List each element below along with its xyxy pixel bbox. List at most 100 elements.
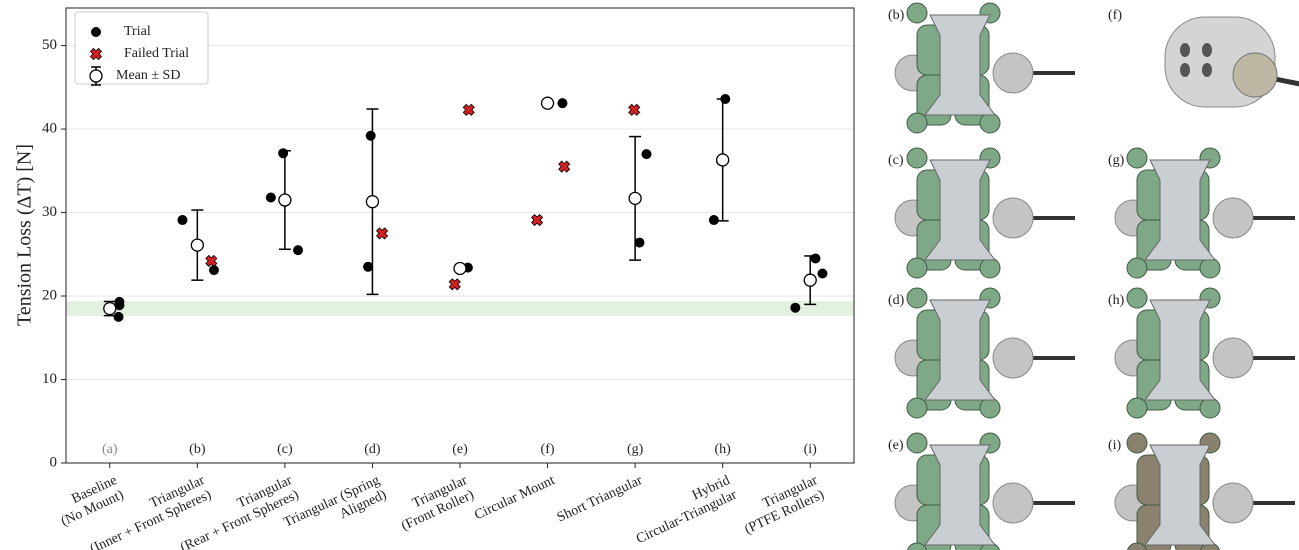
render-label: (h) <box>1108 293 1125 308</box>
failed-point <box>449 279 460 290</box>
x-tick-label: Triangular (SpringAligned) <box>281 473 389 545</box>
trial-point <box>366 131 376 141</box>
trial-point <box>278 148 288 158</box>
sphere <box>1213 198 1253 238</box>
y-tick-label: 20 <box>42 287 57 303</box>
trial-point <box>641 149 651 159</box>
category-tag: (c) <box>277 442 293 457</box>
trial-point <box>634 238 644 248</box>
trial-point <box>266 193 276 203</box>
render <box>1115 148 1295 278</box>
page: Tension Loss (ΔT) [N] 01020304050(a)Base… <box>0 0 1299 550</box>
hole <box>1202 63 1212 77</box>
trial-point <box>790 303 800 313</box>
render <box>895 148 1075 278</box>
sphere <box>993 483 1033 523</box>
x-tick-label: HybridCircular-Triangular <box>627 473 739 547</box>
x-tick-group: Triangular(PTFE Rollers) <box>736 473 827 538</box>
trial-point <box>293 245 303 255</box>
wheel <box>1127 258 1147 278</box>
render-label: (g) <box>1108 153 1125 168</box>
mean-point <box>191 239 203 251</box>
mean-point <box>542 97 554 109</box>
x-tick-group: Circular Mount <box>472 473 557 523</box>
chart: Tension Loss (ΔT) [N] 01020304050(a)Base… <box>0 0 1299 550</box>
mean-point <box>454 262 466 274</box>
y-tick-label: 10 <box>42 371 57 387</box>
wheel <box>907 288 927 308</box>
hole <box>1180 43 1190 57</box>
render-label: (d) <box>888 293 905 308</box>
render <box>1165 17 1299 107</box>
x-tick-label: Short Triangular <box>555 473 645 526</box>
wheel <box>1127 288 1147 308</box>
category-tag: (g) <box>627 442 644 457</box>
trial-point <box>810 253 820 263</box>
trial-point <box>709 215 719 225</box>
y-tick-label: 40 <box>42 120 57 136</box>
category-tag: (a) <box>102 442 118 457</box>
hole <box>1202 43 1212 57</box>
render <box>895 288 1075 418</box>
sphere <box>1233 53 1277 97</box>
trial-point <box>114 312 124 322</box>
render-label: (f) <box>1108 8 1122 23</box>
x-tick-group: Triangular(Front Roller) <box>393 473 477 534</box>
x-tick-group: Short Triangular <box>555 473 645 526</box>
category-tag: (e) <box>452 442 468 457</box>
wheel <box>907 148 927 168</box>
wheel <box>980 113 1000 133</box>
category-tag: (b) <box>189 442 206 457</box>
render-label: (i) <box>1108 438 1122 453</box>
y-tick-label: 50 <box>42 37 57 53</box>
x-tick-group: Baseline(No Mount) <box>52 473 126 530</box>
category-tag: (h) <box>715 442 732 457</box>
wheel <box>907 398 927 418</box>
failed-point <box>532 215 543 226</box>
failed-point <box>377 228 388 239</box>
wheel <box>1200 398 1220 418</box>
render-label: (b) <box>888 8 905 23</box>
x-tick-label: Circular Mount <box>472 473 557 523</box>
category-tag: (i) <box>804 442 818 457</box>
wheel <box>907 3 927 23</box>
failed-point <box>206 255 217 266</box>
render <box>1115 433 1295 550</box>
render-label: (e) <box>888 438 904 453</box>
legend-label: Mean ± SD <box>116 68 180 83</box>
legend-label: Trial <box>124 24 151 39</box>
failed-point <box>629 104 640 115</box>
sphere <box>993 338 1033 378</box>
trial-point <box>557 98 567 108</box>
mean-point <box>279 194 291 206</box>
sphere <box>993 198 1033 238</box>
y-tick-label: 0 <box>50 454 58 470</box>
wheel <box>907 433 927 453</box>
mean-point <box>629 192 641 204</box>
category-tag: (f) <box>541 442 555 457</box>
mean-point <box>104 303 116 315</box>
x-tick-label: Triangular(Front Roller) <box>393 473 477 534</box>
sphere <box>993 53 1033 93</box>
reference-band <box>66 301 854 316</box>
mean-point <box>804 274 816 286</box>
x-tick-group: Triangular (SpringAligned) <box>281 473 389 545</box>
hole <box>1180 63 1190 77</box>
sphere <box>1213 338 1253 378</box>
category-tag: (d) <box>364 442 381 457</box>
x-tick-label: Triangular(PTFE Rollers) <box>736 473 827 538</box>
render <box>1115 288 1295 418</box>
legend-marker <box>91 27 101 37</box>
wheel <box>1200 258 1220 278</box>
mean-point <box>717 154 729 166</box>
x-tick-group: HybridCircular-Triangular <box>627 473 739 547</box>
wheel <box>980 258 1000 278</box>
wheel <box>1127 433 1147 453</box>
wheel <box>1127 148 1147 168</box>
legend-marker <box>90 70 102 82</box>
render <box>895 3 1075 133</box>
wheel <box>907 258 927 278</box>
wheel <box>1127 398 1147 418</box>
trial-point <box>177 215 187 225</box>
y-axis-label: Tension Loss (ΔT) [N] <box>14 144 36 326</box>
